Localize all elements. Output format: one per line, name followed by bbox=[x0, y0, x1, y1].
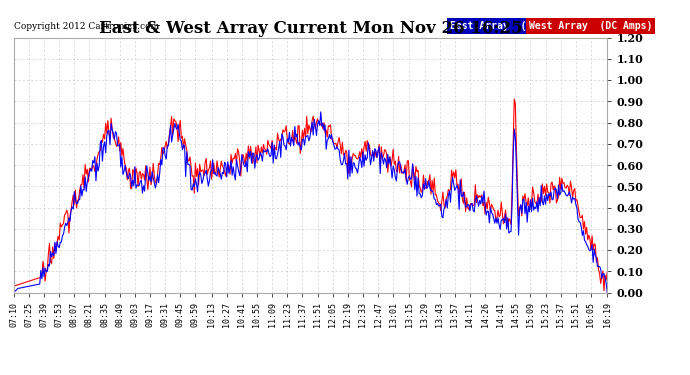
Title: East & West Array Current Mon Nov 26 16:25: East & West Array Current Mon Nov 26 16:… bbox=[99, 20, 522, 38]
Text: Copyright 2012 Cartronics.com: Copyright 2012 Cartronics.com bbox=[14, 22, 159, 31]
Text: West Array  (DC Amps): West Array (DC Amps) bbox=[529, 21, 652, 31]
Text: East Array  (DC Amps): East Array (DC Amps) bbox=[450, 21, 573, 31]
